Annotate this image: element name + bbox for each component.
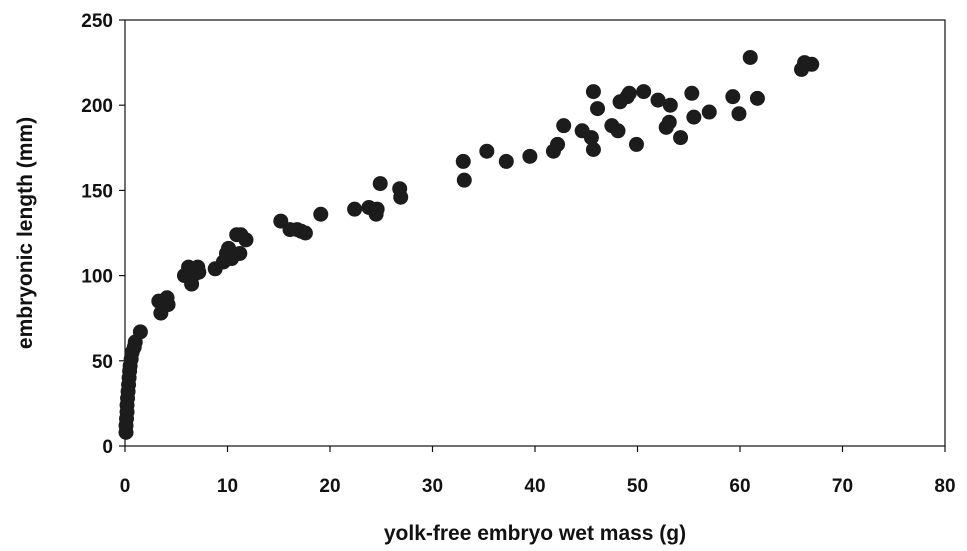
x-tick-label: 30 [422,476,443,497]
data-point [686,109,702,125]
data-point [585,84,601,100]
x-axis-ticks: 0 10 20 30 40 50 60 70 80 [120,446,956,497]
data-point [479,143,495,159]
y-tick-label: 200 [81,96,113,117]
x-tick-label: 80 [934,476,955,497]
data-point [498,153,514,169]
data-point [583,130,599,146]
x-tick-label: 70 [832,476,853,497]
data-point [731,106,747,122]
data-point [650,92,666,108]
data-point [393,189,409,205]
data-point [238,232,254,248]
y-tick-label: 0 [102,437,113,458]
data-point [372,176,388,192]
x-tick-label: 50 [627,476,648,497]
x-axis-title: yolk-free embryo wet mass (g) [384,522,686,545]
data-point [684,85,700,101]
x-tick-label: 10 [217,476,238,497]
data-point [132,324,148,340]
x-tick-label: 20 [319,476,340,497]
data-points [118,49,820,440]
data-point [804,56,820,72]
data-point [742,49,758,65]
data-point [585,142,601,158]
y-axis-ticks: 0 50 100 150 200 250 [81,11,125,458]
plot-area [124,19,946,447]
x-tick-label: 0 [120,476,131,497]
data-point [636,84,652,100]
y-tick-label: 50 [92,352,113,373]
data-point [369,201,385,217]
data-point [590,101,606,117]
data-point [610,123,626,139]
data-point [628,136,644,152]
y-tick-label: 150 [81,181,113,202]
data-point [456,172,472,188]
data-point [725,89,741,105]
data-point [232,245,248,261]
data-point [556,118,572,134]
y-tick-label: 100 [81,267,113,288]
data-point [455,153,471,169]
data-point [621,85,637,101]
x-tick-label: 40 [524,476,545,497]
x-tick-label: 60 [729,476,750,497]
data-point [313,206,329,222]
data-point [160,297,176,313]
y-tick-label: 250 [81,11,113,32]
data-point [550,136,566,152]
data-point [347,201,363,217]
data-point [522,148,538,164]
data-point [191,264,207,280]
data-point [662,97,678,113]
data-point [673,130,689,146]
data-point [661,114,677,130]
y-axis-title: embryonic length (mm) [14,117,37,349]
data-point [297,225,313,241]
data-point [701,104,717,120]
data-point [749,90,765,106]
